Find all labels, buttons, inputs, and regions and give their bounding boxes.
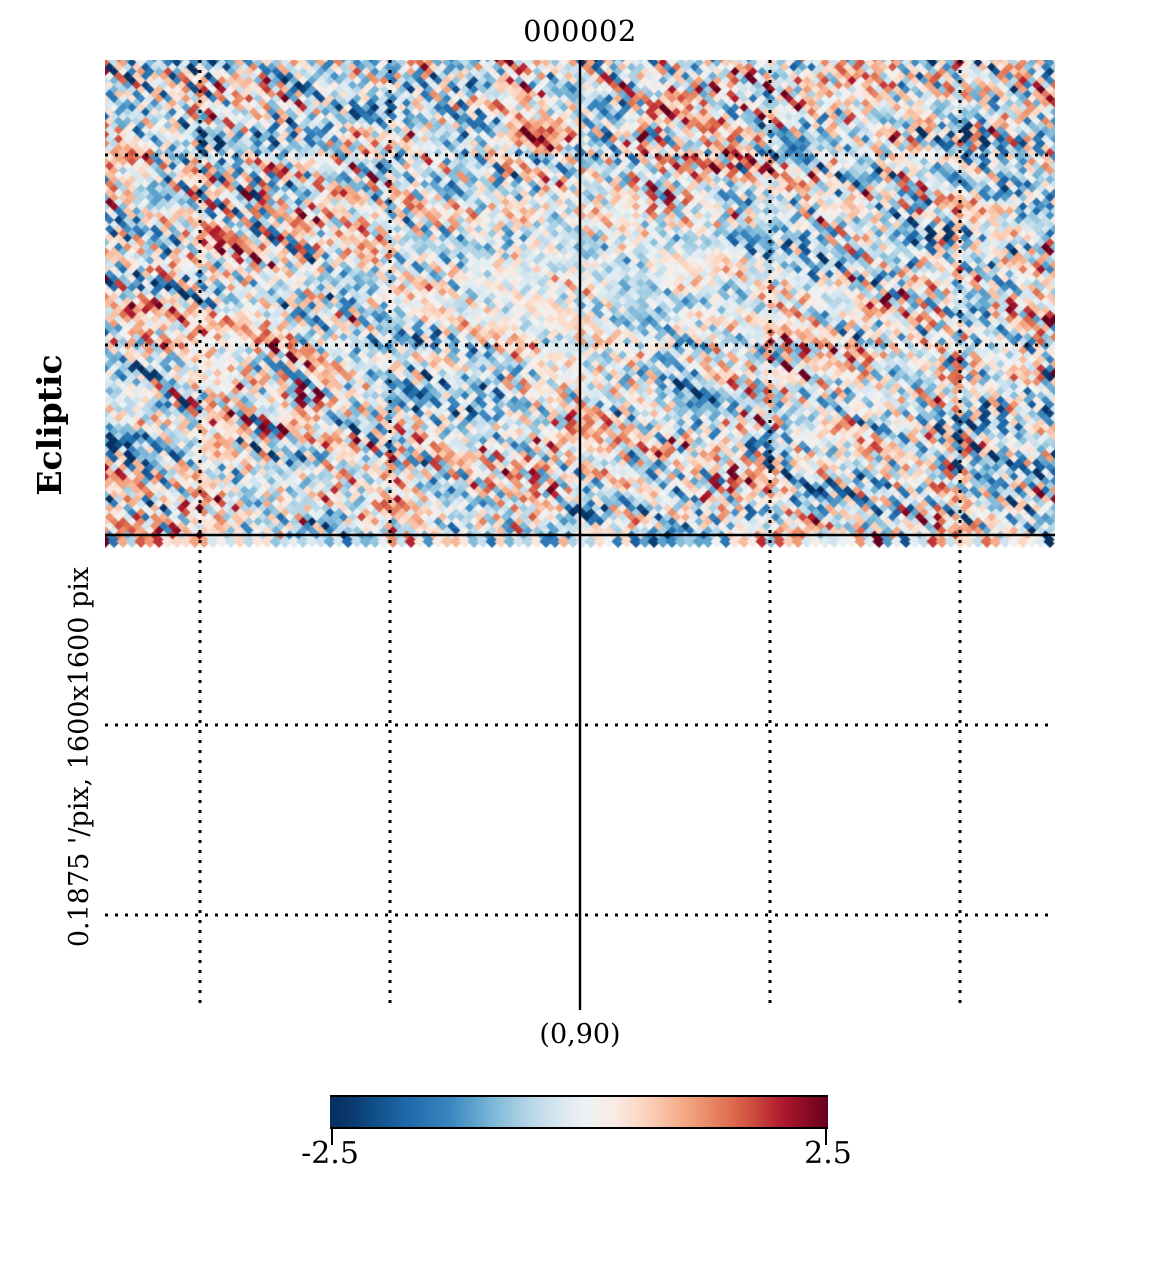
y-axis-label-group: Ecliptic 0.1875 '/pix, 1600x1600 pix [0,60,105,1010]
colorbar-tick-max [825,1129,827,1145]
x-axis-label: (0,90) [539,1019,621,1050]
colorbar-axes[interactable] [330,1095,828,1145]
sky-map-heatmap[interactable] [105,60,1055,1010]
sky-map-axes[interactable] [105,60,1055,1010]
y-axis-resolution-label: 0.1875 '/pix, 1600x1600 pix [64,566,95,948]
colorbar-gradient [330,1095,828,1129]
colorbar-max-label: 2.5 [804,1136,852,1171]
page-title: 000002 [523,14,637,48]
colorbar-min-label: -2.5 [301,1136,359,1171]
colorbar-tick-min [331,1129,333,1145]
